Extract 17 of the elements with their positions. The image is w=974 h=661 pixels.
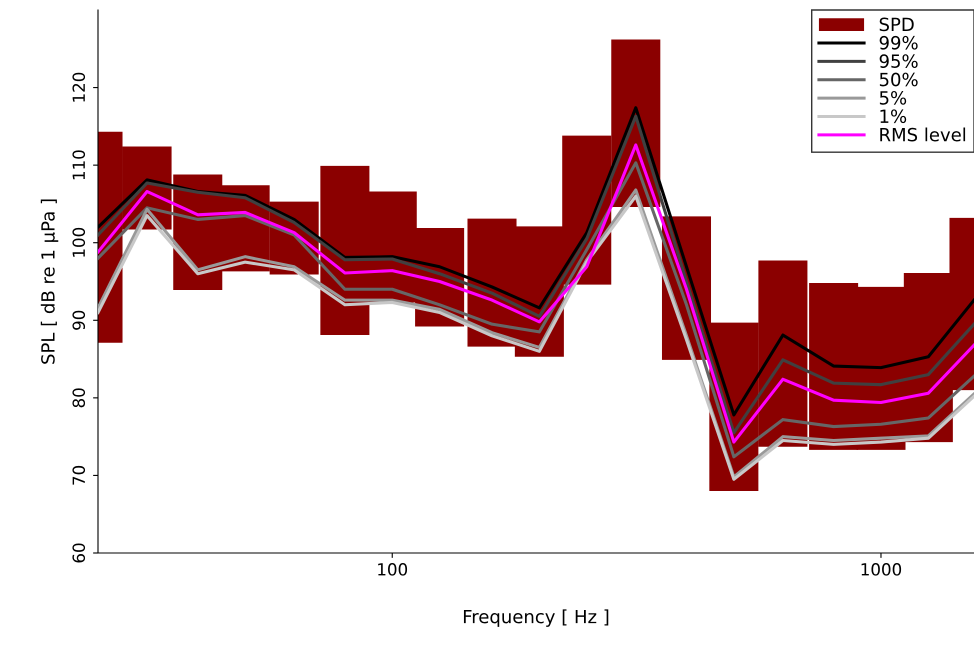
y-tick-label: 70 [72,466,86,485]
y-axis-title: SPL [ dB re 1 µPa ] [40,200,58,364]
y-tick-label: 100 [72,228,86,257]
legend-label: 5% [880,91,906,105]
y-tick-label: 60 [72,544,86,562]
y-tick-label: 80 [72,388,86,408]
legend-label: 95% [880,54,918,68]
y-tick-label: 90 [72,310,86,330]
x-tick-label: 1000 [862,563,902,576]
legend-label: 1% [880,109,906,124]
legend-label: 99% [880,36,918,50]
legend-label: 50% [880,72,918,86]
x-axis-title: Frequency [ Hz ] [464,609,608,627]
y-tick-label: 120 [72,72,86,102]
legend-label: SPD [880,18,914,32]
y-tick-label: 110 [72,150,86,180]
legend-label: RMS level [880,127,966,142]
